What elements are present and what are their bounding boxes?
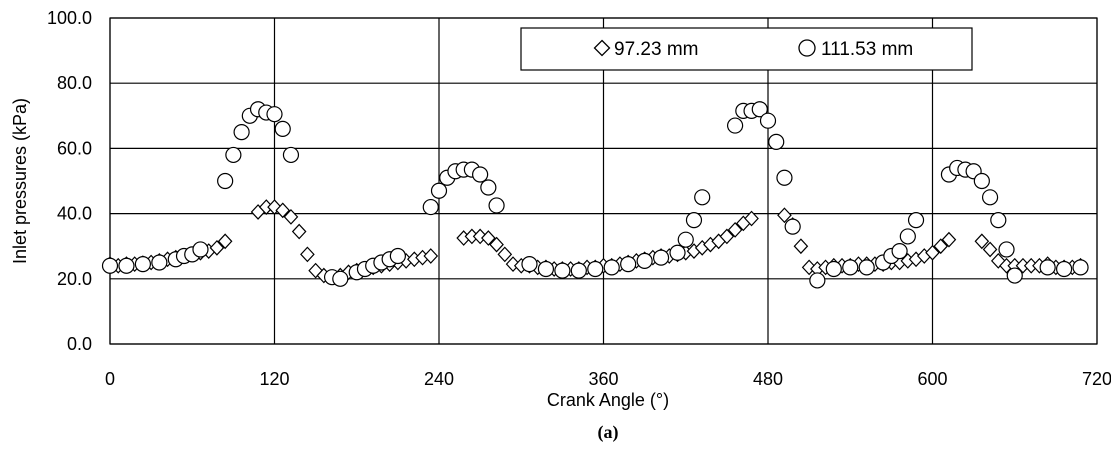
diamond-point (497, 246, 513, 263)
circle-point (669, 244, 686, 261)
circle-point (1072, 259, 1089, 276)
legend-diamond-icon (593, 39, 611, 57)
diamond-point (300, 246, 315, 263)
circle-point (480, 179, 497, 196)
circle-point (990, 212, 1007, 229)
circle-point (134, 256, 151, 273)
y-tick-label: 100.0 (47, 8, 92, 28)
x-tick-label: 120 (259, 369, 289, 389)
circle-point (570, 262, 587, 279)
circle-point (652, 249, 670, 266)
diamond-point (275, 202, 291, 219)
circle-point (537, 260, 555, 278)
circle-point (389, 247, 406, 265)
diamond-point (489, 236, 504, 253)
y-tick-label: 80.0 (57, 73, 92, 93)
y-tick-label: 0.0 (67, 334, 92, 354)
data-points (101, 101, 1089, 289)
circle-point (751, 101, 768, 118)
circle-point (842, 259, 859, 276)
diamond-point (209, 239, 225, 256)
y-tick-label: 40.0 (57, 204, 92, 224)
circle-point (759, 112, 777, 129)
circle-point (603, 259, 620, 276)
legend-label-series-1: 97.23 mm (614, 39, 698, 60)
circle-point (768, 133, 785, 150)
y-tick-label: 20.0 (57, 269, 92, 289)
circle-point (521, 256, 538, 273)
diamond-point (941, 231, 957, 248)
circle-point (825, 260, 842, 278)
circle-point (726, 117, 744, 134)
circle-point (636, 252, 653, 269)
circle-point (192, 241, 209, 258)
circle-point (554, 262, 571, 279)
circle-point (685, 212, 703, 229)
diamond-point (744, 210, 759, 227)
diamond-point (719, 228, 735, 245)
diamond-point (974, 233, 990, 250)
circle-point (472, 166, 489, 183)
circle-point (101, 257, 119, 274)
figure-caption: (a) (598, 422, 619, 443)
circle-point (776, 169, 793, 186)
circle-point (266, 106, 283, 123)
circle-point (981, 189, 999, 206)
circle-point (677, 231, 694, 248)
x-tick-label: 480 (753, 369, 783, 389)
circle-point (225, 146, 242, 164)
circle-point (488, 197, 505, 214)
x-tick-label: 720 (1082, 369, 1111, 389)
y-axis-title: Inlet pressures (kPa) (10, 98, 30, 264)
circle-point (973, 172, 990, 190)
diamond-point (423, 248, 439, 264)
diamond-point (481, 230, 496, 246)
circle-point (1055, 260, 1073, 278)
circle-point (1039, 259, 1056, 276)
plot-area-border (109, 17, 1098, 345)
circle-point (332, 270, 349, 287)
legend-circle-icon (798, 39, 816, 57)
circle-point (587, 260, 604, 278)
diamond-point (777, 207, 792, 224)
circle-point (784, 218, 801, 235)
x-tick-label: 0 (105, 369, 115, 389)
circle-point (422, 198, 439, 216)
circle-point (899, 228, 916, 245)
diamond-point (925, 244, 940, 261)
circle-point (430, 182, 448, 199)
circle-point (858, 259, 875, 276)
circle-point (809, 272, 826, 289)
circle-point (1006, 267, 1023, 284)
circle-point (274, 120, 291, 137)
circle-point (282, 146, 300, 164)
circle-point (694, 189, 711, 206)
x-axis-title: Crank Angle (°) (547, 390, 669, 410)
legend-label-series-2: 111.53 mm (821, 39, 913, 60)
diamond-point (283, 208, 299, 225)
circle-point (907, 212, 925, 229)
y-axis-ticks: 0.0 20.0 40.0 60.0 80.0 100.0 (47, 8, 92, 354)
diamond-point (933, 238, 949, 255)
circle-point (891, 242, 908, 260)
diamond-point (793, 238, 809, 255)
circle-point (998, 241, 1015, 258)
x-tick-label: 240 (424, 369, 454, 389)
circle-point (217, 172, 234, 190)
x-axis-ticks: 0 120 240 360 480 600 720 (105, 369, 1111, 389)
diamond-point (982, 241, 998, 258)
diamond-point (727, 222, 743, 238)
circle-point (118, 257, 135, 274)
circle-point (620, 256, 637, 273)
x-tick-label: 600 (917, 369, 947, 389)
circle-point (233, 124, 250, 141)
y-tick-label: 60.0 (57, 138, 92, 158)
diamond-point (291, 223, 307, 240)
circle-point (151, 254, 168, 271)
diamond-point (217, 233, 233, 250)
legend: 97.23 mm 111.53 mm (520, 27, 973, 71)
x-tick-label: 360 (588, 369, 618, 389)
